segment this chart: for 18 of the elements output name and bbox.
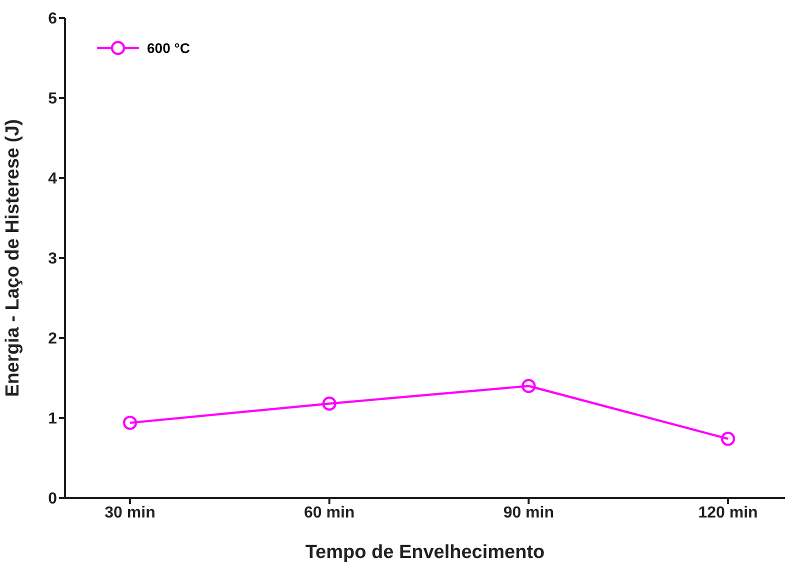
y-axis-title: Energia - Laço de Histerese (J) [2, 119, 24, 397]
x-axis-title: Tempo de Envelhecimento [305, 542, 545, 563]
y-tick-label: 4 [48, 170, 58, 188]
x-tick-label: 120 min [698, 504, 758, 522]
y-tick-label: 0 [48, 490, 58, 508]
point [122, 416, 138, 430]
y-tick-label: 6 [48, 10, 58, 28]
y-tick-label: 3 [48, 250, 58, 268]
y-tick-label: 1 [48, 410, 58, 428]
y-tick-label: 2 [48, 330, 58, 348]
point [522, 378, 536, 394]
x-tick-label: 90 min [503, 504, 554, 522]
x-tick-label: 30 min [104, 504, 156, 522]
point [720, 432, 736, 446]
x-tick-label: 60 min [304, 504, 355, 522]
legend-label: 600 °C [147, 40, 190, 56]
y-tick-label: 5 [48, 90, 58, 108]
point [322, 396, 336, 411]
